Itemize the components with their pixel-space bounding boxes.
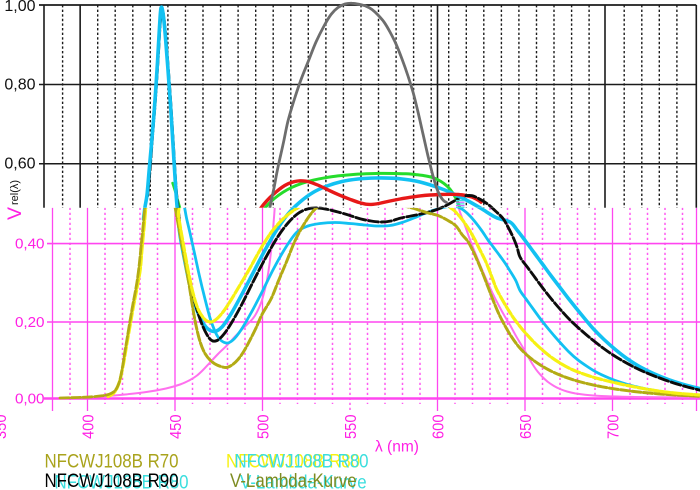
- svg-text:NFCWJ108B R80: NFCWJ108B R80: [226, 450, 360, 471]
- svg-text:0,40: 0,40: [15, 236, 45, 253]
- svg-text:500: 500: [256, 415, 273, 440]
- svg-text:NFCWJ108B R70: NFCWJ108B R70: [45, 450, 179, 471]
- svg-text:V-Lambda-Kurve: V-Lambda-Kurve: [230, 470, 357, 490]
- svg-text:NFCWJ108B R80: NFCWJ108B R80: [55, 471, 189, 490]
- svg-text:1,00: 1,00: [4, 0, 35, 15]
- svg-text:550: 550: [343, 415, 360, 440]
- svg-text:450: 450: [168, 415, 185, 440]
- svg-text:600: 600: [431, 415, 448, 440]
- svg-text:rel(λ): rel(λ): [9, 180, 21, 205]
- svg-text:350: 350: [0, 415, 10, 440]
- svg-text:700: 700: [606, 415, 623, 440]
- svg-text:0,60: 0,60: [4, 156, 35, 173]
- svg-text:650: 650: [518, 415, 535, 440]
- svg-text:NFCWJ108B R80: NFCWJ108B R80: [235, 450, 369, 471]
- svg-text:400: 400: [81, 415, 98, 440]
- svg-text:0,00: 0,00: [15, 391, 45, 408]
- svg-text:V-Lambda-Kurve: V-Lambda-Kurve: [240, 471, 367, 490]
- svg-text:NFCWJ108B R90: NFCWJ108B R90: [45, 470, 179, 490]
- svg-text:V: V: [4, 207, 26, 220]
- svg-text:0,80: 0,80: [4, 76, 35, 93]
- svg-text:0,20: 0,20: [15, 314, 45, 331]
- svg-text:λ (nm): λ (nm): [375, 439, 419, 456]
